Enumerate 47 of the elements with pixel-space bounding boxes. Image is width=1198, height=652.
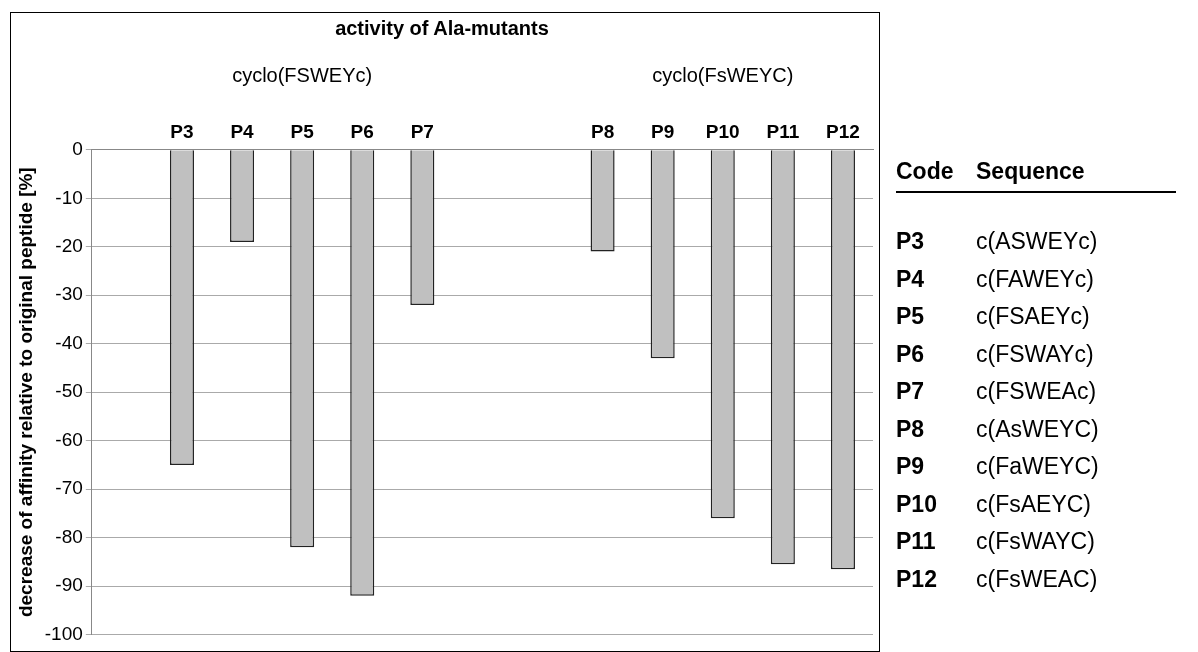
- text: P8: [896, 415, 926, 443]
- text: P5: [896, 303, 926, 331]
- text: c(FAWEYc): [976, 265, 1094, 293]
- text: c(FSWAYc): [976, 340, 1094, 368]
- y-tick-label: -60: [55, 428, 83, 450]
- text: P11: [896, 528, 937, 556]
- x-tick-label: P12: [826, 120, 860, 142]
- y-tick-label: -40: [55, 331, 83, 353]
- y-tick-label: 0: [72, 138, 83, 160]
- y-tick-label: -90: [55, 574, 83, 596]
- y-tick-label: -20: [55, 234, 83, 256]
- x-tick-label: P7: [410, 120, 434, 142]
- x-tick-label: P6: [350, 120, 374, 142]
- chart-title: activity of Ala-mutants: [335, 16, 549, 39]
- text: P9: [896, 453, 926, 481]
- x-tick-label: P9: [651, 120, 675, 142]
- y-tick-label: -30: [55, 283, 83, 305]
- y-axis-title: decrease of affinity relative to original peptide [%]: [14, 167, 36, 618]
- y-tick-label: -80: [55, 525, 83, 547]
- text: c(AsWEYC): [976, 415, 1099, 443]
- text: Sequence: [976, 158, 1085, 185]
- text: c(FsWAYC): [976, 528, 1095, 556]
- x-tick-label: P5: [290, 120, 315, 142]
- text: c(ASWEYc): [976, 228, 1098, 256]
- text: P4: [896, 265, 926, 293]
- text: c(FsWEAC): [976, 565, 1098, 593]
- text: c(FSAEYc): [976, 303, 1090, 331]
- text: P10: [896, 490, 938, 518]
- text: cyclo(FsWEYC): [652, 63, 794, 86]
- x-tick-label: P8: [590, 120, 615, 142]
- text: c(FaWEYC): [976, 453, 1099, 481]
- x-tick-label: P11: [766, 120, 800, 142]
- x-tick-label: P10: [705, 120, 740, 142]
- text: P6: [896, 340, 926, 368]
- y-tick-label: -70: [55, 477, 83, 499]
- y-tick-label: -100: [44, 622, 83, 644]
- y-tick-label: -10: [55, 186, 83, 208]
- x-tick-label: P3: [170, 120, 194, 142]
- text: P7: [896, 378, 926, 406]
- x-tick-label: P4: [230, 120, 255, 142]
- text: P12: [896, 565, 938, 593]
- y-tick-label: -50: [55, 380, 83, 402]
- text: P3: [896, 228, 926, 256]
- text: c(FSWEAc): [976, 378, 1097, 406]
- text: c(FsAEYC): [976, 490, 1091, 518]
- text: cyclo(FSWEYc): [232, 63, 373, 86]
- text: Code: [896, 158, 955, 185]
